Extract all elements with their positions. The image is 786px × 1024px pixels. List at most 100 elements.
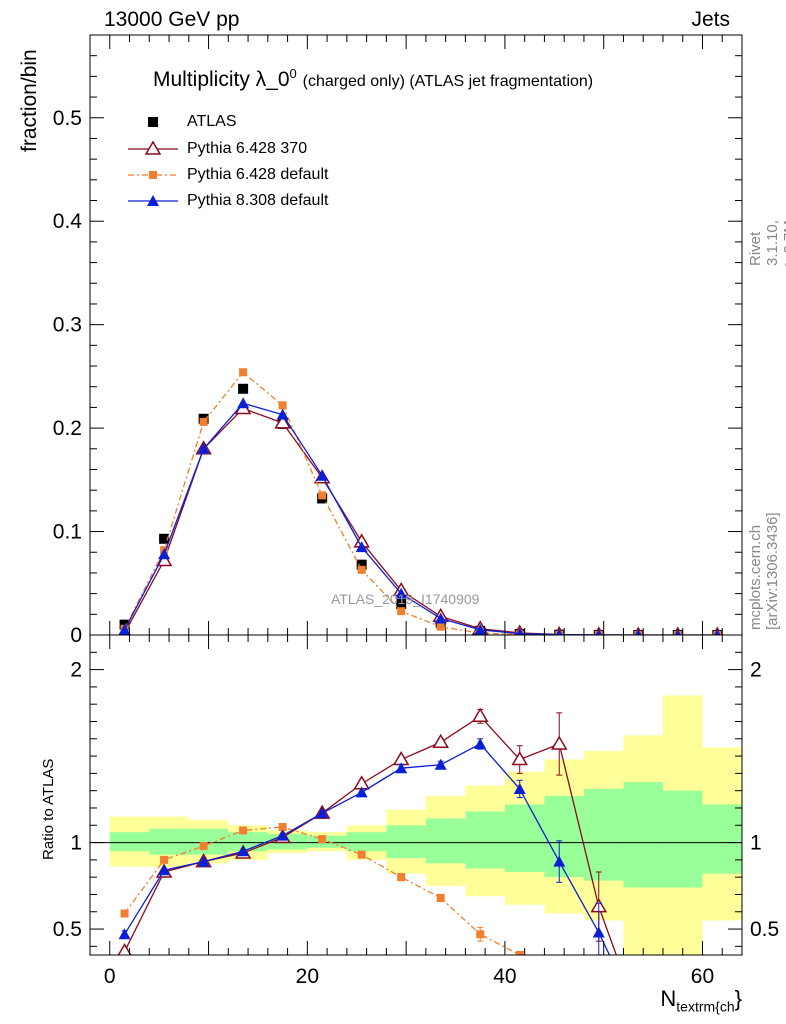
ratio-point-pythia6-370 bbox=[432, 733, 450, 748]
legend-marker-pythia6-default bbox=[149, 171, 157, 179]
analysis-watermark: ATLAS_2019_I1740909 bbox=[331, 591, 480, 607]
ratio-y-tick-label-right: 1 bbox=[750, 832, 762, 855]
main-panel-series bbox=[118, 368, 723, 635]
uncertainty-band-green bbox=[346, 832, 387, 852]
ratio-point-pythia6-default bbox=[357, 850, 366, 859]
main-y-tick-label: 0.2 bbox=[53, 417, 82, 440]
ratio-point-pythia8-default bbox=[553, 855, 566, 867]
ratio-point-pythia8-default bbox=[513, 782, 526, 794]
data-point-atlas bbox=[238, 383, 249, 394]
ratio-point-pythia6-default bbox=[278, 823, 287, 831]
uncertainty-band-green bbox=[465, 811, 505, 869]
uncertainty-band-green bbox=[662, 790, 703, 888]
x-tick-label: 60 bbox=[691, 965, 714, 988]
uncertainty-band-green bbox=[228, 832, 268, 852]
ratio-point-pythia6-default bbox=[476, 930, 485, 939]
data-point-pythia8-default bbox=[474, 623, 487, 635]
ratio-line-pythia6-default bbox=[124, 826, 521, 955]
ratio-point-pythia8-default bbox=[434, 758, 447, 770]
ratio-y-tick-label-left: 2 bbox=[70, 659, 82, 682]
data-point-pythia6-default bbox=[199, 417, 208, 426]
plot-title: Multiplicity λ_00 (charged only) (ATLAS … bbox=[153, 66, 593, 92]
data-point-pythia6-default bbox=[318, 491, 327, 500]
x-tick-label: 0 bbox=[104, 965, 116, 988]
data-point-pythia8-default bbox=[555, 628, 563, 635]
data-point-pythia8-default bbox=[634, 629, 642, 635]
data-point-pythia8-default bbox=[276, 408, 289, 420]
data-point-pythia6-default bbox=[239, 368, 248, 377]
legend-marker-pythia6-370 bbox=[144, 140, 162, 155]
ratio-point-pythia8-default bbox=[632, 1010, 644, 1021]
main-y-tick-label: 0.3 bbox=[53, 314, 82, 337]
mcplots-credit-label: mcplots.cern.ch [arXiv:1306.3436] bbox=[747, 512, 781, 630]
data-point-pythia8-default bbox=[595, 628, 603, 635]
data-point-pythia8-default bbox=[434, 612, 447, 624]
ratio-point-pythia6-default bbox=[397, 873, 406, 882]
uncertainty-band-green bbox=[702, 804, 742, 874]
data-point-pythia6-370 bbox=[155, 552, 173, 567]
ratio-point-pythia8-default bbox=[474, 737, 487, 749]
main-y-tick-label: 0 bbox=[70, 624, 82, 647]
ratio-point-pythia6-370 bbox=[117, 943, 132, 955]
uncertainty-band-green bbox=[425, 818, 466, 864]
category-label: Jets bbox=[691, 8, 730, 31]
data-point-atlas bbox=[159, 533, 170, 544]
main-y-tick-label: 0.1 bbox=[53, 521, 82, 544]
data-point-pythia8-default bbox=[237, 397, 250, 409]
plot-title-main: Multiplicity λ_0 bbox=[153, 68, 290, 91]
legend-label-pythia6-default: Pythia 6.428 default bbox=[187, 166, 329, 183]
ratio-point-pythia8-default bbox=[355, 786, 368, 798]
ratio-point-pythia6-default bbox=[239, 826, 248, 835]
ratio-point-pythia6-370 bbox=[471, 707, 489, 723]
ratio-point-pythia6-370 bbox=[550, 735, 568, 750]
ratio-point-pythia6-default bbox=[120, 909, 129, 918]
uncertainty-band-green bbox=[583, 788, 624, 881]
data-point-atlas bbox=[356, 559, 367, 570]
ratio-point-pythia8-default bbox=[237, 845, 250, 857]
legend-label-pythia8-default: Pythia 8.308 default bbox=[187, 192, 329, 209]
legend-label-atlas: ATLAS bbox=[187, 113, 237, 130]
ratio-y-axis-label: Ratio to ATLAS bbox=[40, 758, 57, 860]
data-point-pythia8-default bbox=[355, 541, 368, 553]
data-point-pythia8-default bbox=[118, 623, 131, 635]
ratio-point-pythia6-default bbox=[199, 842, 208, 851]
x-tick-label: 20 bbox=[296, 965, 319, 988]
data-point-pythia8-default bbox=[674, 629, 682, 635]
main-y-tick-label: 0.4 bbox=[53, 210, 83, 233]
data-point-pythia6-370 bbox=[274, 414, 291, 429]
data-point-pythia6-default bbox=[397, 607, 406, 616]
ratio-point-pythia6-default bbox=[436, 893, 445, 902]
data-point-pythia8-default bbox=[515, 627, 524, 635]
ratio-point-pythia8-default bbox=[592, 926, 605, 938]
uncertainty-band-green bbox=[188, 828, 229, 855]
series-line-pythia6-default bbox=[123, 371, 718, 635]
ratio-y-tick-label-left: 1 bbox=[70, 832, 82, 855]
data-point-pythia8-default bbox=[395, 587, 408, 599]
ratio-point-pythia6-370 bbox=[511, 751, 529, 766]
ratio-point-pythia6-default bbox=[160, 855, 169, 864]
ratio-y-tick-label-right: 2 bbox=[750, 659, 762, 682]
ratio-bands bbox=[109, 695, 742, 955]
data-point-atlas bbox=[396, 598, 407, 609]
uncertainty-band-green bbox=[544, 795, 584, 878]
ratio-panel-frame bbox=[89, 634, 743, 956]
ratio-point-pythia6-370 bbox=[631, 1009, 645, 1021]
legend-marker-atlas bbox=[148, 117, 158, 127]
data-point-pythia8-default bbox=[197, 442, 210, 454]
x-axis-label: Ntextrm{ch} bbox=[660, 986, 742, 1014]
legend-label-pythia6-370: Pythia 6.428 370 bbox=[187, 140, 308, 157]
uncertainty-band-green bbox=[623, 782, 663, 888]
ratio-point-pythia8-default bbox=[158, 864, 171, 876]
ratio-point-pythia8-default bbox=[395, 762, 408, 774]
data-point-pythia8-default bbox=[714, 629, 721, 635]
plot-title-sub: (charged only) (ATLAS jet fragmentation) bbox=[302, 73, 594, 90]
data-point-pythia8-default bbox=[158, 548, 171, 560]
uncertainty-band-green bbox=[386, 825, 426, 859]
ratio-point-pythia6-default bbox=[515, 951, 524, 955]
uncertainty-band-green bbox=[149, 828, 189, 855]
rivet-version-label: Rivet 3.1.10, ≥ 2.7M events bbox=[747, 220, 786, 266]
ratio-y-tick-label-left: 0.5 bbox=[53, 918, 82, 941]
uncertainty-band-green bbox=[307, 835, 347, 848]
uncertainty-band-green bbox=[109, 832, 150, 852]
